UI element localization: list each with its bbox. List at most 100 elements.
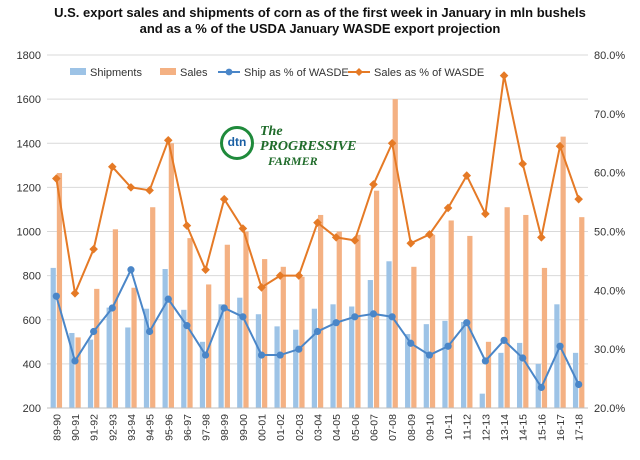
sales-pct-point [107, 162, 117, 172]
sales-bar [280, 266, 286, 408]
sales-pct-point [462, 171, 472, 180]
right-tick-label: 80.0% [594, 50, 625, 62]
shipments-bar [423, 324, 429, 408]
x-tick-label: 06-07 [368, 414, 380, 441]
legend-label: Sales [180, 67, 208, 79]
ship-pct-point [481, 357, 489, 365]
ship-pct-point [575, 380, 583, 389]
sales-bar [94, 288, 100, 408]
shipments-bar [349, 306, 355, 408]
ship-pct-point [71, 357, 79, 365]
x-tick-label: 16-17 [555, 414, 567, 441]
x-tick-label: 04-05 [331, 414, 343, 441]
sales-pct-point [443, 203, 453, 213]
left-tick-label: 1000 [17, 227, 41, 239]
shipments-bar [498, 352, 504, 408]
sales-bar [150, 207, 156, 408]
sales-pct-point [126, 183, 136, 192]
sales-pct-point [574, 194, 583, 204]
legend-marker [225, 68, 233, 76]
sales-pct-point [257, 283, 266, 292]
ship-pct-point [257, 351, 266, 359]
left-tick-label: 400 [23, 359, 41, 371]
ship-pct-point [444, 342, 452, 350]
shipments-bar [106, 307, 112, 408]
sales-bar [243, 231, 249, 408]
left-tick-label: 1400 [17, 138, 41, 150]
ship-pct-point [108, 304, 116, 312]
sales-bar [224, 244, 230, 408]
right-tick-label: 20.0% [594, 403, 625, 415]
ship-pct-point [295, 345, 303, 353]
ship-pct-point [500, 336, 508, 344]
ship-pct-point [369, 310, 378, 318]
shipments-bar [143, 308, 150, 408]
x-tick-label: 00-01 [257, 414, 269, 441]
ship-pct-point [52, 292, 60, 300]
x-tick-label: 05-06 [350, 414, 362, 441]
sales-bar [168, 143, 174, 408]
ship-pct-point [556, 342, 564, 350]
x-tick-label: 91-92 [89, 414, 101, 441]
sales-pct-point [481, 209, 490, 219]
sales-pct-point [145, 186, 154, 195]
sales-bar [373, 190, 380, 408]
shipments-bar [255, 314, 262, 408]
sales-bar [187, 238, 193, 408]
sales-pct-point [163, 136, 173, 145]
x-tick-label: 93-94 [126, 414, 138, 441]
dtn-logo-icon [220, 126, 254, 160]
legend: Shipments Sales Ship as % of WASDE Sales as… [70, 67, 484, 79]
x-tick-label: 07-08 [387, 414, 399, 441]
ship-pct-point [220, 304, 228, 312]
ship-pct-point [239, 313, 247, 321]
shipments-bar [479, 393, 485, 408]
axes-layer: 200 400 600 800 1000 1200 1400 1600 1800 20.0% 30.… [17, 50, 626, 441]
sales-pct-point [555, 141, 565, 151]
sales-bar [579, 217, 585, 408]
shipments-bar [199, 341, 206, 408]
sales-pct-point [331, 233, 341, 242]
ship-pct-point [276, 351, 284, 359]
x-tick-label: 98-99 [219, 414, 231, 441]
shipments-bar [181, 309, 187, 408]
sales-pct-point [89, 244, 98, 254]
sales-pct-point [313, 218, 322, 227]
shipments-bar [330, 304, 336, 408]
sales-bar [75, 337, 81, 408]
sales-pct-point [70, 288, 80, 298]
legend-marker [355, 68, 363, 76]
sales-pct-point [52, 174, 61, 183]
shipments-bar [311, 308, 317, 408]
x-tick-label: 14-15 [518, 414, 530, 441]
logo-line2: FARMER [268, 154, 318, 168]
sales-bar [112, 229, 119, 408]
legend-label: Ship as % of WASDE [244, 67, 349, 79]
chart-title: U.S. export sales and shipments of corn … [0, 5, 640, 37]
left-tick-label: 1600 [17, 94, 41, 106]
left-tick-label: 1800 [17, 50, 41, 62]
sales-bar [355, 234, 361, 408]
shipments-bar [367, 280, 373, 408]
chart-title-line1: U.S. export sales and shipments of corn … [54, 5, 586, 20]
right-tick-label: 60.0% [594, 168, 625, 180]
sales-bar [299, 276, 305, 408]
ship-pct-point [146, 327, 154, 336]
x-tick-label: 10-11 [443, 414, 455, 440]
x-tick-label: 90-91 [70, 414, 82, 441]
shipments-bar [87, 339, 94, 408]
ship-pct-point [425, 351, 434, 359]
sales-bar [318, 214, 324, 408]
sales-bar [336, 231, 342, 408]
logo-line1: The PROGRESSIVE [260, 124, 357, 154]
ship-pct-point [90, 327, 98, 336]
shipments-bar [293, 329, 299, 408]
sales-pct-point [406, 238, 416, 248]
legend-swatch [70, 68, 86, 75]
ship-pct-point [537, 383, 545, 392]
x-tick-label: 02-03 [294, 414, 306, 441]
x-tick-label: 92-93 [107, 414, 119, 441]
ship-pct-point [313, 327, 322, 336]
